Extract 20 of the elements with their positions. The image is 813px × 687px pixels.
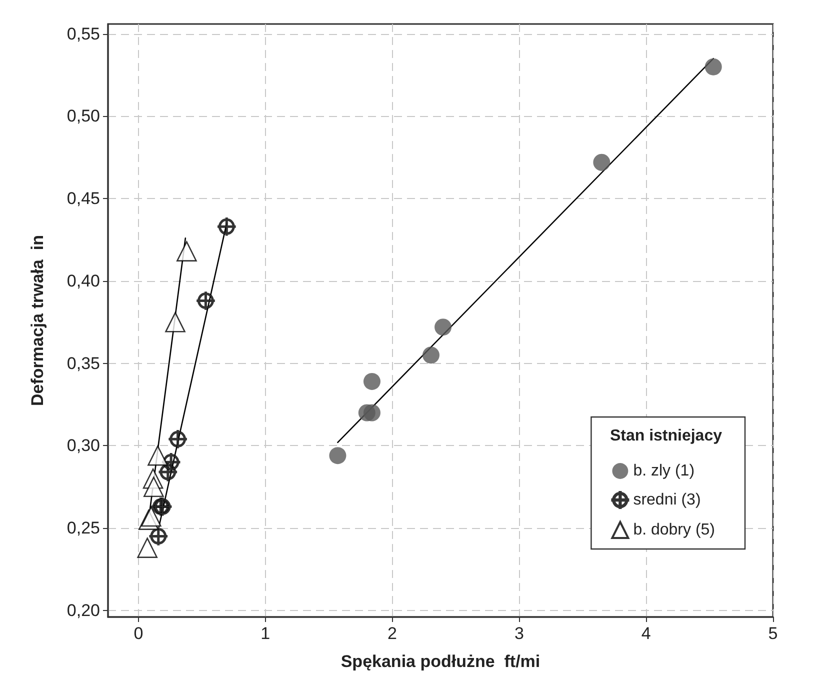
legend-label: sredni (3) [633,492,701,508]
x-tick-label: 2 [388,624,398,643]
y-tick-label: 0,55 [66,24,100,44]
legend-title: Stan istniejacy [610,428,722,444]
x-axis-title: Spękania podłużne ft/mi [340,652,540,671]
x-tick-label: 4 [641,624,651,643]
x-tick-label: 3 [514,624,524,643]
x-tick-label: 0 [134,624,144,643]
y-tick-label: 0,35 [66,354,100,373]
x-tick-label: 5 [768,624,778,643]
y-tick-label: 0,20 [66,600,100,620]
y-tick-label: 0,40 [66,271,100,290]
y-tick-label: 0,25 [66,518,100,538]
y-tick-label: 0,45 [66,189,100,208]
legend-label: b. zly (1) [633,462,695,480]
y-axis-title: Deformacja trwała in [28,234,47,406]
y-tick-label: 0,30 [66,436,100,456]
y-tick-label: 0,50 [66,106,100,126]
legend-label: b. dobry (5) [633,522,715,538]
x-tick-label: 1 [260,624,270,643]
